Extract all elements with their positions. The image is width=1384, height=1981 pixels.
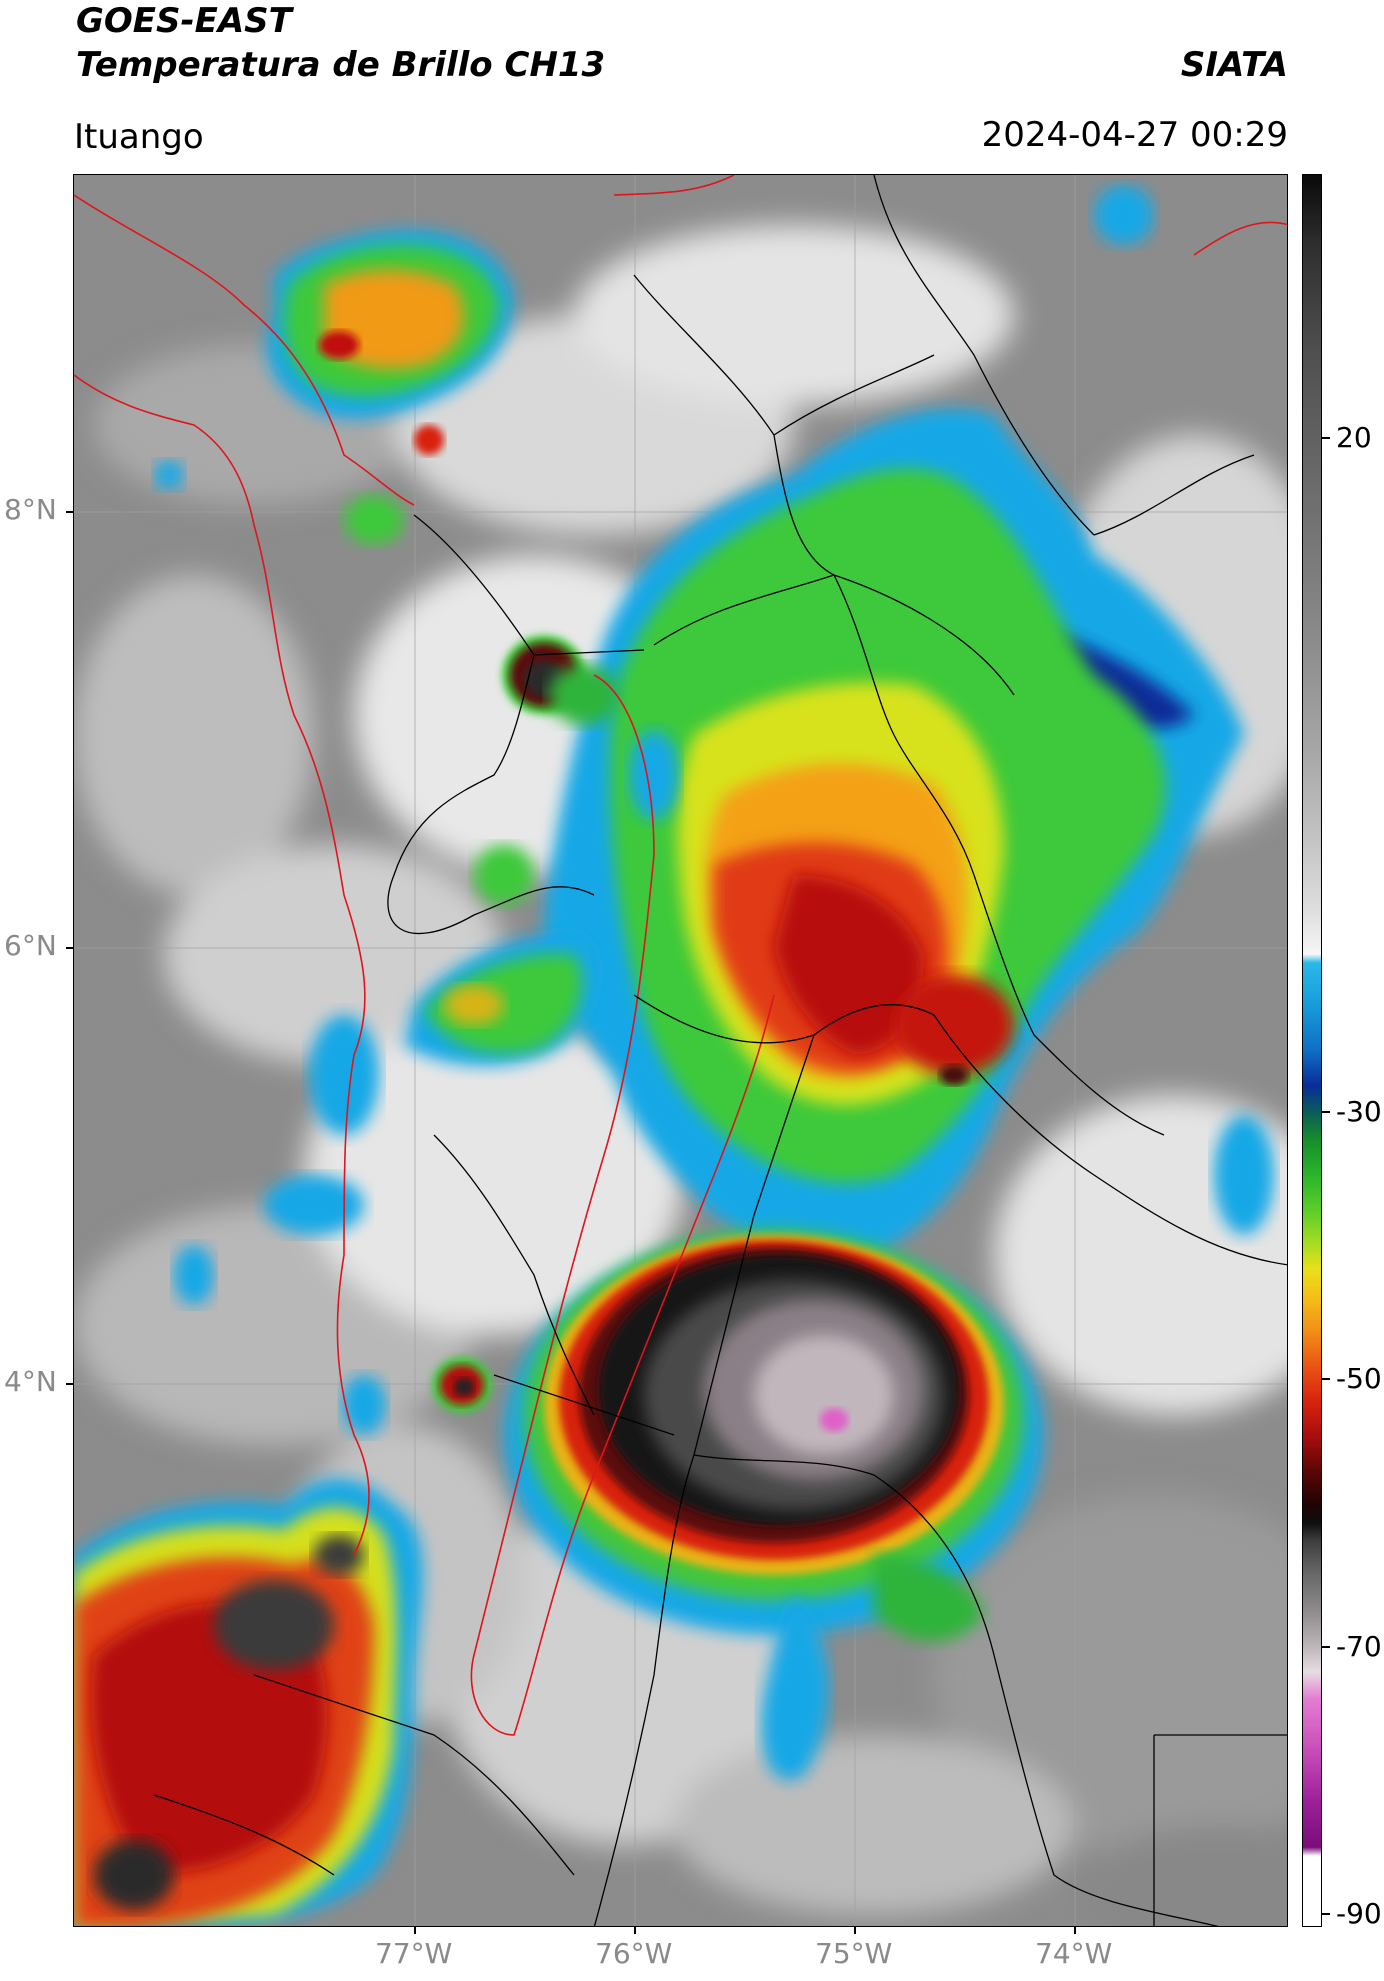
- colorbar-label-minus50: -50: [1336, 1362, 1382, 1395]
- colorbar-tick-minus90: [1322, 1913, 1330, 1915]
- lon-label-75w: 75°W: [815, 1937, 893, 1970]
- international-borders: [74, 175, 1287, 1736]
- colorbar: [1302, 174, 1322, 1927]
- department-borders: [153, 175, 1287, 1926]
- colorbar-label-minus70: -70: [1336, 1630, 1382, 1663]
- datetime-label: 2024-04-27 00:29: [981, 115, 1288, 155]
- lon-tick-75w: [854, 1927, 856, 1934]
- product-title: Temperatura de Brillo CH13: [76, 45, 606, 85]
- lon-tick-74w: [1074, 1927, 1076, 1934]
- region-label: Ituango: [74, 117, 204, 157]
- lat-label-6n: 6°N: [4, 929, 57, 962]
- colorbar-tick-minus70: [1322, 1646, 1330, 1648]
- lon-label-74w: 74°W: [1035, 1937, 1113, 1970]
- colorbar-tick-minus50: [1322, 1378, 1330, 1380]
- satellite-map[interactable]: [73, 174, 1288, 1927]
- colorbar-tick-minus30: [1322, 1111, 1330, 1113]
- colorbar-label-minus30: -30: [1336, 1095, 1382, 1128]
- lat-tick-6n: [66, 947, 73, 949]
- lat-tick-8n: [66, 511, 73, 513]
- satellite-title: GOES-EAST: [76, 1, 292, 41]
- colorbar-label-minus90: -90: [1336, 1897, 1382, 1930]
- storm-south-core: [504, 1230, 1044, 1781]
- lon-tick-77w: [414, 1927, 416, 1934]
- colorbar-tick-20: [1322, 437, 1330, 439]
- lat-label-8n: 8°N: [4, 493, 57, 526]
- lat-label-4n: 4°N: [4, 1365, 57, 1398]
- brightness-temperature-image: [74, 175, 1287, 1926]
- storm-northeast: [544, 408, 1244, 1263]
- lon-tick-76w: [634, 1927, 636, 1934]
- lon-label-77w: 77°W: [375, 1937, 453, 1970]
- organization-label: SIATA: [1180, 45, 1288, 85]
- storm-small-cells: [154, 185, 1274, 1435]
- storm-north: [266, 229, 514, 545]
- colorbar-label-20: 20: [1336, 421, 1372, 454]
- lat-tick-4n: [66, 1383, 73, 1385]
- lon-label-76w: 76°W: [595, 1937, 673, 1970]
- storm-southwest: [74, 1478, 423, 1926]
